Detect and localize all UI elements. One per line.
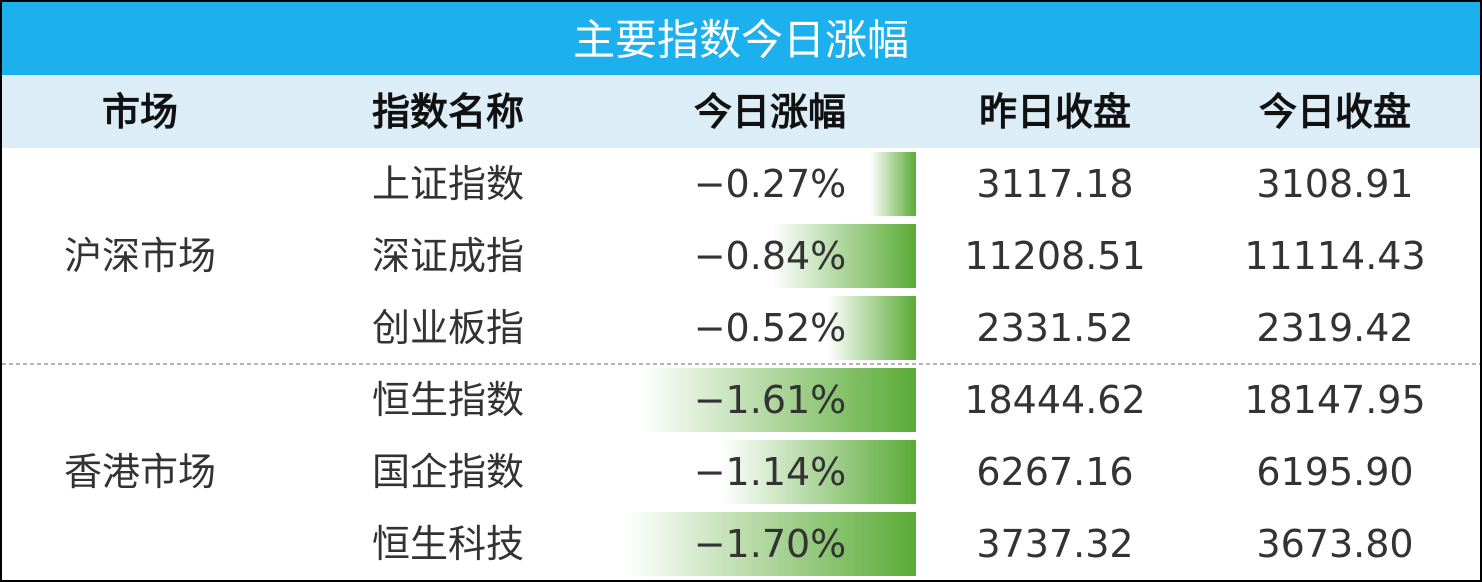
today-close: 18147.95 bbox=[1244, 378, 1425, 422]
header-row bbox=[2, 75, 1480, 148]
prev-close: 18444.62 bbox=[964, 378, 1145, 422]
today-close: 3673.80 bbox=[1256, 522, 1413, 566]
data-bar bbox=[721, 440, 916, 504]
column-header: 今日涨幅 bbox=[694, 90, 846, 134]
index-name: 恒生指数 bbox=[372, 378, 524, 422]
today-close: 11114.43 bbox=[1244, 234, 1425, 278]
change-cell: −0.27% bbox=[694, 162, 847, 206]
change-cell: −1.70% bbox=[694, 522, 847, 566]
today-close: 6195.90 bbox=[1256, 450, 1413, 494]
data-bar bbox=[626, 512, 916, 576]
prev-close: 6267.16 bbox=[976, 450, 1133, 494]
change-cell: −1.61% bbox=[694, 378, 847, 422]
index-name: 国企指数 bbox=[372, 450, 524, 494]
change-cell: −1.14% bbox=[694, 450, 847, 494]
market-cell: 沪深市场 bbox=[64, 234, 216, 278]
data-bar bbox=[772, 224, 916, 288]
index-name: 上证指数 bbox=[372, 162, 524, 206]
prev-close: 11208.51 bbox=[964, 234, 1145, 278]
index-name: 创业板指 bbox=[372, 306, 524, 350]
data-bar bbox=[827, 296, 916, 360]
column-header: 市场 bbox=[102, 90, 178, 134]
data-bar bbox=[641, 368, 916, 432]
column-header: 昨日收盘 bbox=[979, 90, 1131, 134]
today-close: 2319.42 bbox=[1256, 306, 1413, 350]
change-cell: −0.84% bbox=[694, 234, 847, 278]
market-cell: 香港市场 bbox=[64, 450, 216, 494]
column-header: 今日收盘 bbox=[1259, 90, 1411, 134]
index-name: 深证成指 bbox=[372, 234, 524, 278]
prev-close: 2331.52 bbox=[976, 306, 1133, 350]
index-name: 恒生科技 bbox=[372, 522, 524, 566]
change-cell: −0.52% bbox=[694, 306, 847, 350]
column-header: 指数名称 bbox=[372, 90, 524, 134]
data-bar bbox=[869, 152, 916, 216]
today-close: 3108.91 bbox=[1256, 162, 1413, 206]
prev-close: 3117.18 bbox=[976, 162, 1133, 206]
prev-close: 3737.32 bbox=[976, 522, 1133, 566]
title: 主要指数今日涨幅 bbox=[573, 16, 909, 65]
title-bar bbox=[2, 2, 1480, 75]
